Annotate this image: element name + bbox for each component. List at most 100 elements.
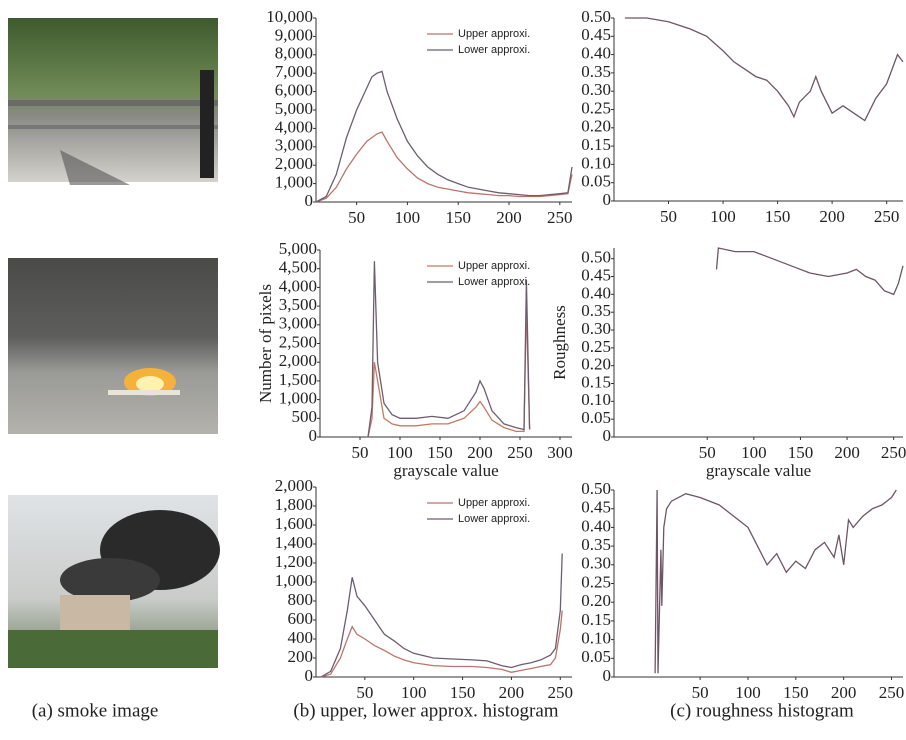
fire-photo [8,258,218,434]
legend-label: Upper approxi. [458,497,530,509]
x-tick-label: 100 [735,683,761,702]
x-tick-label: 250 [548,683,574,702]
x-tick-label: 250 [547,208,573,227]
x-tick-label: 200 [467,443,493,462]
x-tick-label: 100 [741,443,767,462]
x-tick-label: 100 [401,683,427,702]
y-tick-label: 0.50 [581,248,611,267]
y-tick-label: 0.20 [581,117,611,136]
y-tick-label: 0.25 [581,98,611,117]
y-tick-label: 4,000 [275,117,313,136]
y-tick-label: 0.05 [581,172,611,191]
series-line [315,131,573,203]
x-tick-label: 50 [660,207,677,226]
x-tick-label: 200 [819,207,845,226]
y-tick-label: 0.10 [581,629,611,648]
x-tick-label: 150 [783,683,809,702]
series-line [715,247,904,296]
y-axis-label: Roughness [550,305,569,380]
x-tick-label: 200 [834,443,860,462]
y-tick-label: 0.45 [581,25,611,44]
y-tick-label: 1,400 [275,533,313,552]
y-tick-label: 4,000 [279,276,317,295]
series-line [320,610,563,678]
y-tick-label: 7,000 [275,62,313,81]
y-tick-label: 0.30 [581,554,611,573]
x-tick-label: 100 [710,207,736,226]
x-tick-label: 300 [547,443,573,462]
y-tick-label: 600 [288,609,314,628]
y-tick-label: 5,000 [275,99,313,118]
y-tick-label: 2,500 [279,332,317,351]
y-tick-label: 1,500 [279,370,317,389]
y-tick-label: 0.15 [581,135,611,154]
y-tick-label: 1,600 [275,514,313,533]
y-tick-label: 1,200 [275,552,313,571]
y-tick-label: 1,000 [275,571,313,590]
x-tick-label: 100 [395,208,421,227]
y-tick-label: 10,000 [266,7,313,26]
legend-label: Upper approxi. [458,260,530,272]
series-line [654,489,897,674]
x-axis-label: grayscale value [706,461,811,480]
x-tick-label: 50 [356,683,373,702]
x-tick-label: 250 [507,443,533,462]
y-tick-label: 800 [288,590,314,609]
series-line [320,553,563,678]
y-tick-label: 400 [288,628,314,647]
y-tick-label: 0.30 [581,319,611,338]
x-tick-label: 200 [499,683,525,702]
y-tick-label: 0.40 [581,283,611,302]
y-axis-label: Number of pixels [256,284,275,403]
y-tick-label: 0.45 [581,265,611,284]
y-tick-label: 8,000 [275,44,313,63]
y-tick-label: 0 [305,191,314,210]
x-tick-label: 150 [450,683,476,702]
smoke-photo [8,18,218,185]
y-tick-label: 0.40 [581,44,611,63]
y-tick-label: 200 [288,647,314,666]
x-tick-label: 250 [874,207,900,226]
x-tick-label: 150 [788,443,814,462]
y-tick-label: 9,000 [275,25,313,44]
y-tick-label: 0.10 [581,390,611,409]
y-tick-label: 0.05 [581,408,611,427]
x-tick-label: 50 [352,443,369,462]
building-smoke-photo [8,495,220,668]
y-tick-label: 0.30 [581,80,611,99]
x-axis-label: grayscale value [393,461,498,480]
y-tick-label: 0 [603,426,612,445]
y-tick-label: 5,000 [279,239,317,258]
caption: (c) roughness histogram [670,700,854,721]
y-tick-label: 4,500 [279,258,317,277]
y-tick-label: 0.15 [581,372,611,391]
y-tick-label: 0.15 [581,610,611,629]
y-tick-label: 1,800 [275,495,313,514]
series-line [315,70,573,203]
y-tick-label: 2,000 [275,476,313,495]
legend-label: Upper approxi. [458,28,530,40]
series-line [367,261,531,438]
y-tick-label: 0.20 [581,355,611,374]
series-line [367,306,531,438]
y-tick-label: 0.50 [581,7,611,26]
y-tick-label: 0.25 [581,572,611,591]
x-tick-label: 250 [879,683,905,702]
y-tick-label: 0 [603,666,612,685]
y-tick-label: 2,000 [279,351,317,370]
x-tick-label: 250 [881,443,906,462]
legend-label: Lower approxi. [458,513,530,525]
y-tick-label: 3,000 [279,314,317,333]
y-tick-label: 3,500 [279,295,317,314]
legend-label: Lower approxi. [458,44,530,56]
caption: (a) smoke image [32,700,159,721]
y-tick-label: 0 [309,426,318,445]
y-tick-label: 0.35 [581,535,611,554]
x-tick-label: 150 [427,443,453,462]
y-tick-label: 0 [603,190,612,209]
x-tick-label: 50 [692,683,709,702]
y-tick-label: 500 [292,407,318,426]
y-tick-label: 0.50 [581,479,611,498]
x-tick-label: 50 [699,443,716,462]
